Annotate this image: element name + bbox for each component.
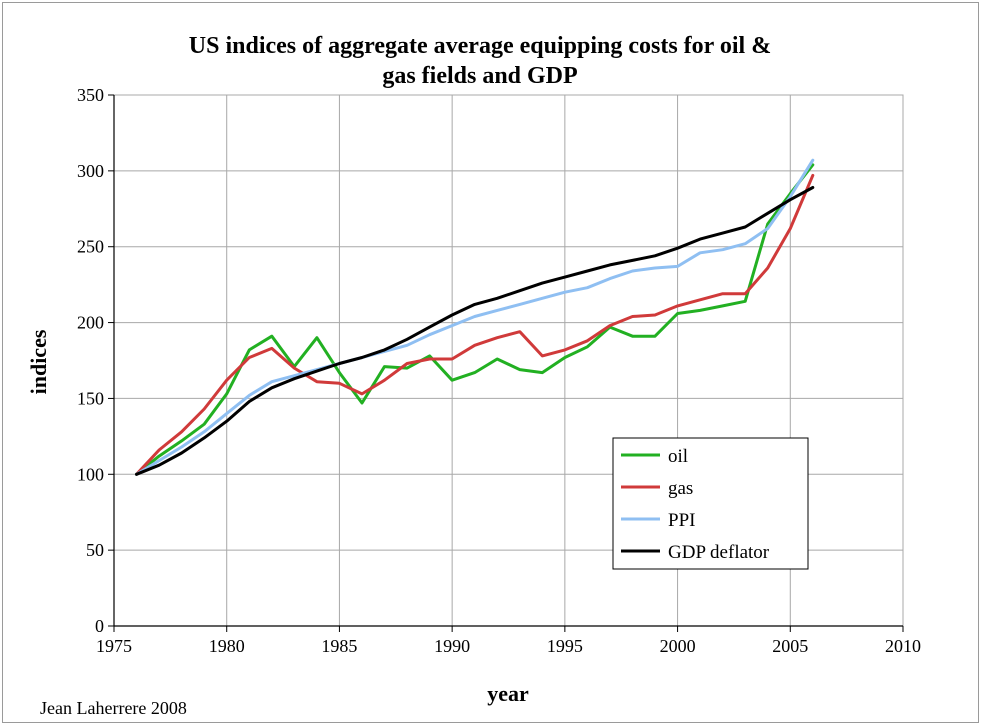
y-axis-ticks: 0 50 100 150 200 250 300 350 bbox=[77, 85, 114, 636]
x-tick-label-1995: 1995 bbox=[547, 636, 583, 656]
series-line-gas bbox=[135, 173, 815, 476]
legend-label-gas: gas bbox=[668, 478, 693, 499]
x-tick-label-1990: 1990 bbox=[434, 636, 470, 656]
y-tick-label-50: 50 bbox=[86, 540, 104, 560]
y-tick-label-350: 350 bbox=[77, 85, 104, 105]
x-tick-label-2000: 2000 bbox=[660, 636, 696, 656]
legend-label-oil: oil bbox=[668, 446, 688, 467]
y-tick-label-150: 150 bbox=[77, 388, 104, 408]
y-tick-label-250: 250 bbox=[77, 237, 104, 257]
legend-box bbox=[612, 437, 809, 570]
x-tick-label-2005: 2005 bbox=[772, 636, 808, 656]
y-tick-label-200: 200 bbox=[77, 313, 104, 333]
chart-title-line-2: gas fields and GDP bbox=[382, 63, 577, 89]
y-tick-label-100: 100 bbox=[77, 464, 104, 484]
series-lines bbox=[135, 158, 815, 476]
series-line-ppi bbox=[135, 158, 815, 476]
x-tick-label-2010: 2010 bbox=[885, 636, 921, 656]
series-line-gdp-deflator bbox=[135, 186, 815, 476]
legend-label-ppi: PPI bbox=[668, 510, 695, 531]
x-tick-label-1980: 1980 bbox=[209, 636, 245, 656]
y-tick-label-300: 300 bbox=[77, 161, 104, 181]
credit-text: Jean Laherrere 2008 bbox=[40, 698, 187, 718]
x-tick-label-1975: 1975 bbox=[96, 636, 132, 656]
legend-label-gdp-deflator: GDP deflator bbox=[668, 542, 770, 563]
chart-title: US indices of aggregate average equippin… bbox=[189, 33, 771, 89]
legend: oil gas PPI GDP deflator bbox=[612, 437, 809, 570]
y-tick-label-0: 0 bbox=[95, 616, 104, 636]
chart-title-line-1: US indices of aggregate average equippin… bbox=[189, 33, 771, 59]
plot-area bbox=[113, 94, 904, 627]
x-axis-ticks: 1975 1980 1985 1990 1995 2000 2005 2010 bbox=[96, 626, 921, 656]
series-line-oil bbox=[135, 163, 815, 476]
x-tick-label-1985: 1985 bbox=[321, 636, 357, 656]
x-axis-label: year bbox=[487, 681, 529, 706]
y-axis-label: indices bbox=[26, 329, 51, 394]
